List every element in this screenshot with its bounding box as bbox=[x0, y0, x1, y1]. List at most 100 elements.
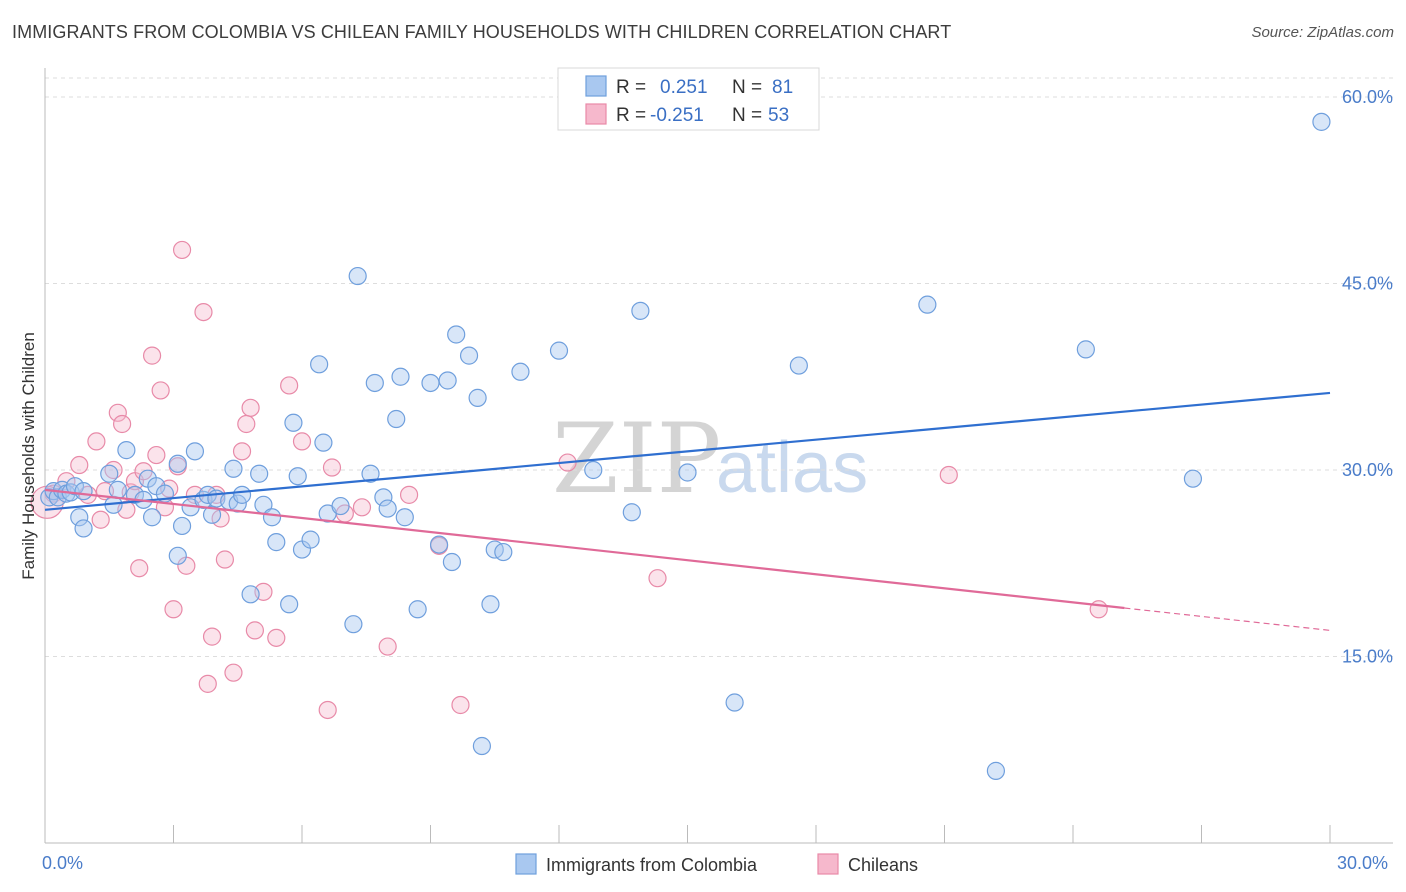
colombia-point-76 bbox=[918, 295, 937, 314]
chileans-point-33 bbox=[237, 414, 256, 434]
colombia-point-13 bbox=[117, 441, 136, 460]
colombia-point-63 bbox=[468, 388, 487, 407]
chileans-point-22 bbox=[172, 240, 192, 260]
colombia-point-17 bbox=[142, 508, 162, 527]
colombia-point-50 bbox=[365, 373, 384, 393]
colombia-point-71 bbox=[622, 503, 641, 522]
chileans-point-1 bbox=[57, 472, 76, 491]
colombia-point-79 bbox=[1183, 469, 1203, 488]
colombia-point-74 bbox=[725, 693, 744, 712]
colombia-point-40 bbox=[288, 467, 307, 486]
colombia-point-43 bbox=[310, 355, 329, 374]
colombia-point-49 bbox=[361, 464, 380, 483]
chileans-point-30 bbox=[215, 550, 234, 569]
y-axis-title: Family Households with Children bbox=[19, 332, 38, 580]
watermark-atlas: atlas bbox=[716, 428, 868, 508]
grid-lines bbox=[45, 77, 1393, 657]
colombia-point-62 bbox=[459, 346, 479, 365]
colombia-point-47 bbox=[344, 615, 363, 634]
chileans-point-45 bbox=[399, 485, 419, 504]
chileans-point-40 bbox=[318, 700, 337, 720]
legend-n-value-pink: 53 bbox=[768, 105, 789, 126]
colombia-point-12 bbox=[108, 480, 127, 499]
chileans-point-35 bbox=[245, 621, 264, 640]
legend-n-label-blue: N = bbox=[732, 77, 762, 98]
colombia-point-9 bbox=[74, 519, 93, 538]
colombia-point-77 bbox=[986, 761, 1006, 780]
colombia-point-80 bbox=[1312, 112, 1331, 131]
source-label: Source: ZipAtlas.com bbox=[1251, 24, 1394, 41]
chileans-trend-line-extension bbox=[1124, 607, 1331, 631]
colombia-point-6 bbox=[65, 477, 85, 496]
legend-swatch-pink bbox=[585, 103, 607, 125]
bottom-legend-swatch-blue bbox=[515, 853, 537, 875]
legend-r-value-blue: 0.251 bbox=[660, 77, 708, 98]
colombia-point-56 bbox=[408, 600, 427, 619]
chileans-point-50 bbox=[939, 465, 958, 485]
chileans-point-32 bbox=[232, 442, 252, 461]
chileans-point-47 bbox=[451, 695, 470, 715]
colombia-point-46 bbox=[331, 496, 350, 516]
colombia-point-53 bbox=[387, 409, 406, 429]
legend-n-value-blue: 81 bbox=[772, 77, 793, 98]
colombia-point-21 bbox=[168, 546, 187, 565]
bottom-legend-label-blue: Immigrants from Colombia bbox=[546, 855, 758, 875]
legend-swatch-blue bbox=[585, 75, 607, 97]
trend-lines bbox=[44, 391, 1331, 631]
x-tick-label-max: 30.0% bbox=[1337, 853, 1388, 873]
colombia-point-55 bbox=[395, 508, 414, 527]
colombia-point-48 bbox=[348, 266, 367, 286]
y-tick-label-60: 60.0% bbox=[1342, 87, 1393, 107]
chileans-point-25 bbox=[194, 302, 213, 322]
colombia-point-33 bbox=[241, 585, 260, 604]
colombia-point-54 bbox=[391, 367, 410, 386]
colombia-point-38 bbox=[280, 595, 299, 614]
chileans-point-51 bbox=[1089, 600, 1108, 619]
chileans-point-39 bbox=[292, 432, 312, 451]
chileans-point-16 bbox=[147, 445, 166, 465]
chileans-point-5 bbox=[91, 510, 110, 529]
colombia-point-65 bbox=[481, 595, 500, 614]
chileans-point-15 bbox=[142, 346, 162, 365]
colombia-point-44 bbox=[314, 433, 333, 452]
legend-r-label-blue: R = bbox=[616, 77, 646, 98]
chileans-point-26 bbox=[198, 674, 217, 693]
chileans-point-31 bbox=[224, 663, 243, 682]
chileans-point-34 bbox=[241, 398, 260, 417]
legend: R = 0.251 N = 81 R = -0.251 N = 53 bbox=[557, 67, 820, 131]
colombia-point-32 bbox=[232, 485, 252, 504]
chileans-point-13 bbox=[130, 559, 149, 578]
colombia-point-51 bbox=[374, 488, 393, 507]
legend-r-label-pink: R = bbox=[616, 105, 646, 126]
chileans-point-37 bbox=[267, 628, 286, 647]
colombia-points bbox=[40, 112, 1331, 780]
chileans-point-43 bbox=[352, 498, 372, 517]
chileans-point-9 bbox=[112, 414, 132, 434]
colombia-point-70 bbox=[584, 460, 603, 480]
chileans-point-4 bbox=[87, 432, 106, 451]
colombia-point-57 bbox=[421, 373, 440, 393]
colombia-point-22 bbox=[172, 516, 192, 536]
chart-title: IMMIGRANTS FROM COLOMBIA VS CHILEAN FAMI… bbox=[12, 22, 952, 42]
colombia-point-72 bbox=[631, 301, 650, 320]
colombia-point-8 bbox=[74, 482, 93, 501]
colombia-point-37 bbox=[267, 533, 286, 552]
colombia-point-7 bbox=[70, 508, 89, 527]
colombia-point-61 bbox=[447, 325, 466, 344]
y-tick-label-30: 30.0% bbox=[1342, 460, 1393, 480]
colombia-point-34 bbox=[250, 464, 269, 483]
colombia-point-73 bbox=[678, 463, 697, 482]
y-tick-label-45: 45.0% bbox=[1342, 274, 1393, 294]
colombia-point-36 bbox=[262, 508, 282, 527]
colombia-point-60 bbox=[442, 552, 462, 572]
colombia-point-59 bbox=[438, 371, 457, 390]
colombia-point-64 bbox=[472, 736, 491, 756]
legend-r-value-pink: -0.251 bbox=[650, 105, 704, 126]
y-tick-labels: 15.0% 30.0% 45.0% 60.0% bbox=[1342, 87, 1393, 667]
chileans-point-8 bbox=[108, 403, 127, 422]
colombia-point-52 bbox=[378, 499, 397, 518]
colombia-point-10 bbox=[100, 464, 119, 483]
bottom-legend-label-pink: Chileans bbox=[848, 855, 918, 875]
colombia-point-24 bbox=[185, 442, 205, 461]
